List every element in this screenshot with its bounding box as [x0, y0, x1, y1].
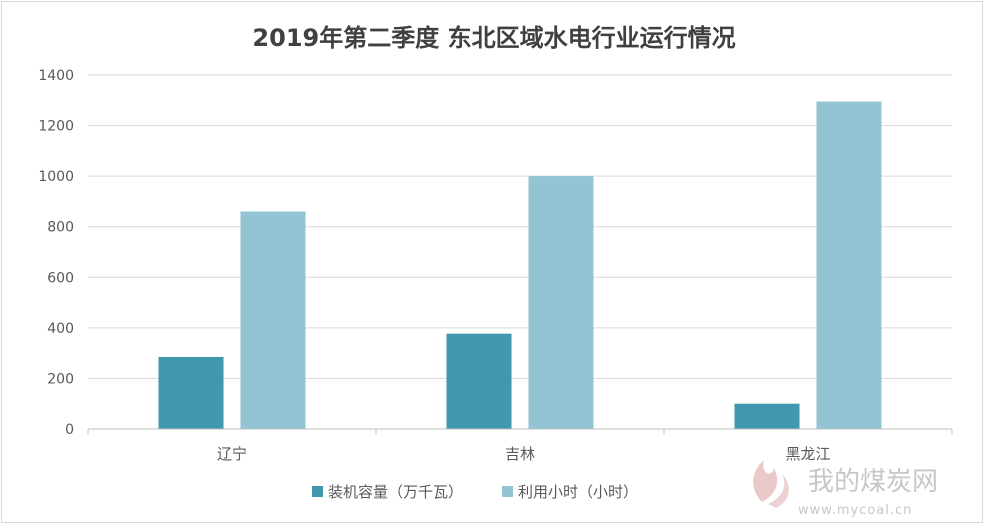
- y-tick-label: 0: [65, 422, 74, 438]
- legend-swatch: [502, 486, 513, 497]
- watermark-url: www.mycoal.cn: [798, 503, 912, 518]
- y-tick-label: 1200: [38, 119, 74, 135]
- bar-capacity-1: [446, 333, 512, 429]
- bar-hours-2: [816, 101, 882, 430]
- legend-label: 利用小时（小时）: [518, 483, 638, 501]
- y-tick-label: 600: [47, 270, 74, 286]
- y-tick-label: 800: [47, 220, 74, 236]
- category-label: 辽宁: [217, 445, 247, 463]
- watermark-text: 我的煤炭网: [808, 467, 938, 497]
- y-tick-label: 400: [47, 321, 74, 337]
- category-label: 黑龙江: [785, 445, 830, 463]
- y-tick-label: 1400: [38, 68, 74, 84]
- flame-logo-icon: [753, 460, 789, 508]
- category-label: 吉林: [505, 445, 535, 463]
- y-tick-labels: 0 200 400 600 800 1000 1200 1400: [38, 68, 74, 438]
- watermark: 我的煤炭网 www.mycoal.cn: [753, 460, 938, 518]
- y-tick-label: 1000: [38, 169, 74, 185]
- legend-swatch: [312, 486, 323, 497]
- bar-capacity-2: [734, 403, 800, 429]
- x-axis: [87, 428, 953, 435]
- bars: [158, 101, 882, 430]
- bar-hours-0: [240, 211, 306, 429]
- chart-title: 2019年第二季度 东北区域水电行业运行情况: [252, 24, 736, 52]
- category-labels: 辽宁 吉林 黑龙江: [217, 445, 831, 463]
- gridlines: [88, 74, 952, 379]
- legend: 装机容量（万千瓦） 利用小时（小时）: [312, 483, 638, 501]
- y-tick-label: 200: [47, 371, 74, 387]
- bar-hours-1: [528, 176, 594, 429]
- legend-label: 装机容量（万千瓦）: [328, 483, 463, 501]
- bar-capacity-0: [158, 356, 224, 429]
